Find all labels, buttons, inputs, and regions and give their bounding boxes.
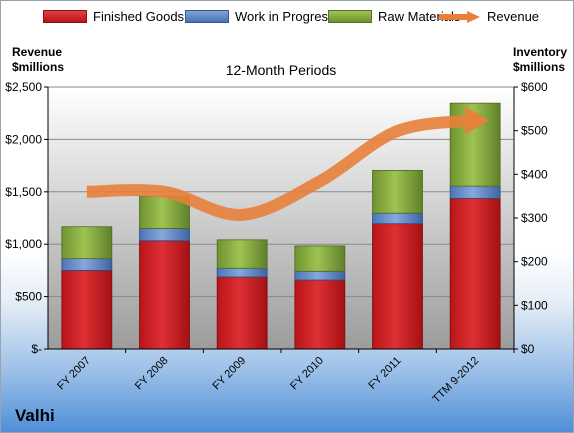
legend-label-finished-goods: Finished Goods <box>93 9 185 24</box>
left-axis-title: Revenue $millions <box>12 45 65 74</box>
bar-work-in-progress <box>216 267 268 278</box>
legend-swatch-work-in-progress <box>185 10 229 23</box>
bar-raw-materials <box>294 245 346 272</box>
bar-work-in-progress <box>61 258 113 271</box>
left-axis-tick-label: $- <box>31 342 42 356</box>
x-axis-tick-label: FY 2009 <box>211 355 249 393</box>
left-axis-tick-label: $2,000 <box>5 132 42 146</box>
right-axis-tick-label: $400 <box>521 167 548 181</box>
bar-work-in-progress <box>372 212 423 225</box>
revenue-line-path <box>86 114 476 221</box>
legend-label-raw-materials: Raw Materials <box>378 9 461 24</box>
legend-item-revenue: Revenue <box>437 9 539 24</box>
bar-finished-goods <box>372 223 423 350</box>
revenue-point <box>397 130 398 132</box>
legend-label-revenue: Revenue <box>487 9 540 24</box>
x-axis-tick-label: FY 2011 <box>366 355 403 392</box>
x-axis-tick-label: TTM 9-2012 <box>430 355 481 406</box>
bar-work-in-progress <box>449 185 501 199</box>
grid-lines <box>48 86 514 298</box>
revenue-arrowhead <box>465 106 490 135</box>
right-axis-tick-label: $600 <box>521 80 548 94</box>
right-axis-tick-label: $300 <box>521 211 548 225</box>
bar-finished-goods <box>216 276 268 350</box>
right-axis-tick-label: $200 <box>521 255 548 269</box>
revenue-point <box>164 191 165 193</box>
bar-finished-goods <box>294 279 346 350</box>
revenue-line <box>86 106 490 221</box>
bar-raw-materials <box>216 239 268 269</box>
legend-revenue-arrow-icon <box>439 10 480 23</box>
chart-legend: Finished Goods Work in Progress Raw Mate… <box>1 9 573 29</box>
legend-swatch-finished-goods <box>43 10 87 23</box>
left-axis-tick-label: $1,000 <box>5 237 42 251</box>
left-axis-tick-label: $1,500 <box>5 185 42 199</box>
right-axis-tick-label: $0 <box>521 342 535 356</box>
revenue-point <box>86 191 88 193</box>
left-axis-tick-label: $2,500 <box>5 80 42 94</box>
right-axis-tick-label: $500 <box>521 124 548 138</box>
right-axis-title: Inventory $millions <box>513 45 568 74</box>
bar-work-in-progress <box>294 270 346 281</box>
legend-label-work-in-progress: Work in Progress <box>235 9 335 24</box>
x-axis-tick-label: FY 2008 <box>133 355 171 393</box>
revenue-point <box>241 214 243 216</box>
bar-finished-goods <box>139 240 190 350</box>
bar-series <box>61 102 501 350</box>
legend-item-finished-goods: Finished Goods <box>43 9 184 24</box>
x-axis-tick-label: FY 2010 <box>288 355 326 393</box>
chart-title: 12-Month Periods <box>225 62 337 78</box>
bar-finished-goods <box>449 197 501 350</box>
bar-raw-materials <box>61 226 113 260</box>
company-name: Valhi <box>15 406 55 425</box>
legend-item-raw-materials: Raw Materials <box>328 9 460 24</box>
right-axis-tick-label: $100 <box>521 298 548 312</box>
bar-raw-materials <box>372 170 423 214</box>
legend-item-work-in-progress: Work in Progress <box>185 9 334 24</box>
left-axis-tick-label: $500 <box>15 290 42 304</box>
bar-finished-goods <box>61 269 113 350</box>
bar-work-in-progress <box>139 228 190 242</box>
revenue-point <box>319 180 321 182</box>
x-axis-tick-label: FY 2007 <box>55 355 93 393</box>
plot-area-background <box>48 87 514 349</box>
legend-swatch-raw-materials <box>328 10 372 23</box>
